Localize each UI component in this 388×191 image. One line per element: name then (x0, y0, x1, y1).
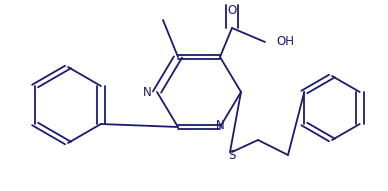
Text: S: S (228, 149, 236, 162)
Text: N: N (143, 86, 152, 99)
Text: O: O (227, 4, 237, 17)
Text: N: N (216, 119, 224, 132)
Text: OH: OH (277, 35, 294, 48)
